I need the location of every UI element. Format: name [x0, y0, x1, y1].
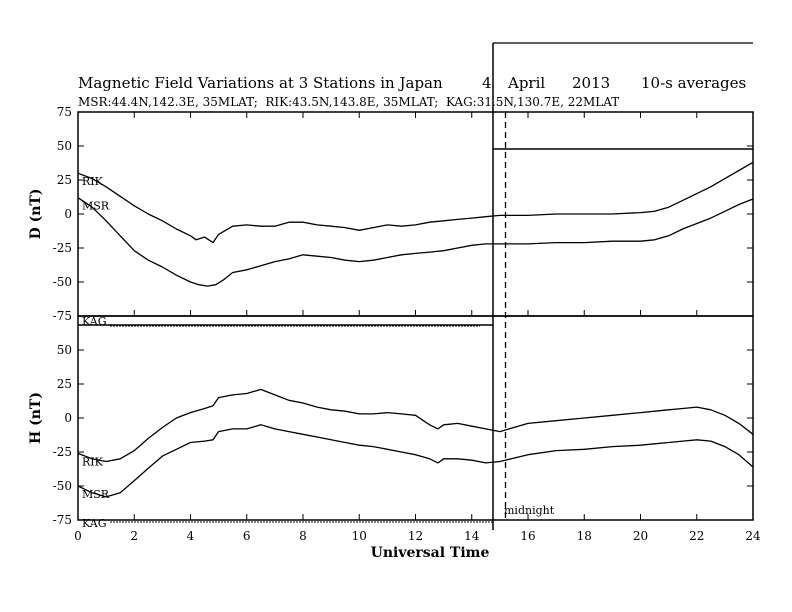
panel-0-trace-rik: [77, 161, 754, 244]
panel-1-trace-label-rik: RIK: [82, 455, 104, 468]
date-day: 4: [482, 74, 492, 92]
panel-h-ylabel: H (nT): [28, 392, 44, 444]
panel-1-trace-rik: [77, 388, 754, 463]
panel-1-ytick-label: -75: [53, 513, 72, 527]
xtick-label: 24: [745, 529, 761, 543]
panel-1-ytick-label: 25: [57, 377, 72, 391]
panel-1-trace-msr: [77, 424, 754, 498]
xtick-label: 0: [74, 529, 82, 543]
averaging-label: 10-s averages: [641, 74, 746, 92]
panel-1-ytick-label: -50: [53, 479, 72, 493]
stations-subtitle: MSR:44.4N,142.3E, 35MLAT; RIK:43.5N,143.…: [78, 95, 619, 109]
panel-1-ytick-label: -25: [53, 445, 72, 459]
panel-0-ytick-label: -25: [53, 241, 72, 255]
xtick-label: 14: [464, 529, 480, 543]
x-axis-label: Universal Time: [371, 545, 490, 561]
panel-0-ytick-label: 75: [57, 105, 72, 119]
panel-h-frame: [77, 315, 754, 521]
xtick-label: 20: [633, 529, 648, 543]
kag-label-h: KAG: [82, 517, 107, 530]
panel-0-trace-msr: [77, 197, 754, 287]
panel-d-frame: [77, 111, 754, 317]
xtick-label: 8: [299, 529, 307, 543]
date-month: April: [507, 74, 545, 92]
panel-1-ytick-label: 0: [64, 411, 72, 425]
xtick-label: 6: [243, 529, 251, 543]
chart-title: Magnetic Field Variations at 3 Stations …: [78, 74, 443, 92]
panel-1-trace-label-msr: MSR: [82, 488, 110, 501]
panel-1-ytick-label: 50: [57, 343, 72, 357]
kag-label-d: KAG: [82, 315, 107, 328]
panel-0-ytick-label: -75: [53, 309, 72, 323]
panel-0-ytick-label: 25: [57, 173, 72, 187]
panel-0-ytick-label: 0: [64, 207, 72, 221]
xtick-label: 2: [130, 529, 138, 543]
xtick-label: 22: [689, 529, 704, 543]
date-year: 2013: [572, 74, 610, 92]
xtick-label: 10: [352, 529, 367, 543]
xtick-label: 18: [577, 529, 592, 543]
xtick-label: 12: [408, 529, 423, 543]
xtick-label: 4: [187, 529, 195, 543]
midnight-label: midnight: [504, 504, 555, 517]
panel-0-ytick-label: 50: [57, 139, 72, 153]
xtick-label: 16: [520, 529, 535, 543]
panel-d-ylabel: D (nT): [28, 189, 44, 240]
panel-0-ytick-label: -50: [53, 275, 72, 289]
panel-0-trace-label-rik: RIK: [82, 175, 104, 188]
panel-0-trace-label-msr: MSR: [82, 200, 110, 213]
